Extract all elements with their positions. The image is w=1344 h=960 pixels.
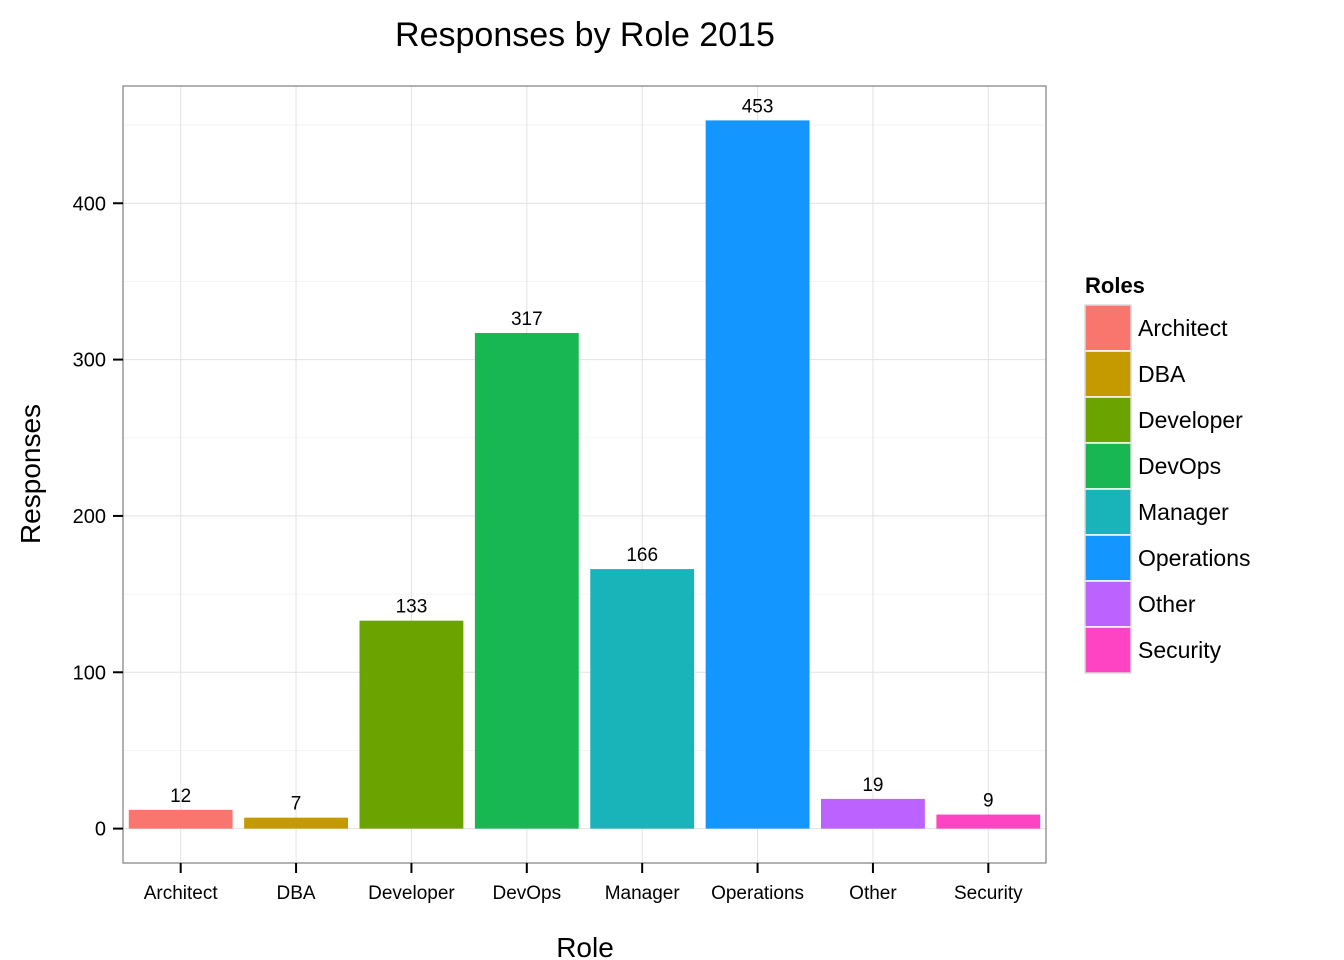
- bar-operations: [705, 120, 810, 829]
- legend-key-devops: [1084, 442, 1132, 490]
- y-tick-label: 0: [95, 819, 106, 841]
- legend-label: Developer: [1138, 407, 1243, 433]
- legend-label: Operations: [1138, 545, 1251, 571]
- legend-label: DBA: [1138, 361, 1186, 387]
- legend-key-operations: [1084, 534, 1132, 582]
- data-label: 166: [626, 545, 658, 566]
- plot-border: [122, 85, 1047, 864]
- data-label: 19: [862, 775, 883, 796]
- x-tick-label: DevOps: [492, 883, 561, 904]
- y-axis: 0 100 200 300 400: [73, 193, 123, 841]
- data-label: 12: [170, 786, 191, 807]
- x-tick-label: Security: [954, 883, 1023, 904]
- bars: [128, 120, 1041, 829]
- data-label: 9: [983, 791, 994, 812]
- x-tick-label: DBA: [277, 883, 316, 904]
- legend-label: DevOps: [1138, 453, 1221, 479]
- y-axis-title: Responses: [15, 404, 46, 544]
- legend-key-border: [1084, 304, 1132, 674]
- data-label: 317: [511, 309, 543, 330]
- plot-panel: [123, 86, 1046, 863]
- legend-title: Roles: [1085, 273, 1145, 298]
- x-tick-label: Operations: [711, 883, 804, 904]
- bar-security: [936, 814, 1041, 829]
- legend-label: Manager: [1138, 499, 1229, 525]
- chart-title: Responses by Role 2015: [395, 16, 775, 54]
- x-tick-label: Architect: [144, 883, 219, 904]
- x-axis-title: Role: [556, 932, 614, 960]
- bar-devops: [474, 333, 579, 829]
- data-label: 7: [291, 794, 302, 815]
- data-label: 453: [742, 96, 774, 117]
- legend-key-architect: [1084, 304, 1132, 352]
- x-tick-label: Developer: [368, 883, 455, 904]
- y-tick-label: 300: [73, 350, 106, 372]
- legend-label: Other: [1138, 591, 1196, 617]
- x-tick-label: Manager: [605, 883, 681, 904]
- legend-label: Security: [1138, 637, 1222, 663]
- y-tick-label: 400: [73, 193, 106, 215]
- y-tick-label: 200: [73, 506, 106, 528]
- legend-key-other: [1084, 580, 1132, 628]
- legend-key-dba: [1084, 350, 1132, 398]
- bar-manager: [590, 569, 695, 829]
- x-tick-label: Other: [849, 883, 897, 904]
- bar-dba: [244, 817, 348, 829]
- legend-key-security: [1084, 626, 1132, 674]
- data-label: 133: [396, 597, 428, 618]
- x-axis: Architect DBA Developer DevOps Manager Operat…: [144, 863, 1023, 904]
- data-labels: 12 7 133 317 166 453 19 9: [170, 96, 993, 814]
- legend-label: Architect: [1138, 315, 1228, 341]
- legend-key-developer: [1084, 396, 1132, 444]
- bar-architect: [128, 809, 233, 829]
- legend: Roles Architect DBA Developer DevOps Manager…: [1084, 273, 1251, 674]
- legend-key-manager: [1084, 488, 1132, 536]
- bar-other: [821, 798, 925, 829]
- y-tick-label: 100: [73, 662, 106, 684]
- bar-developer: [359, 620, 464, 829]
